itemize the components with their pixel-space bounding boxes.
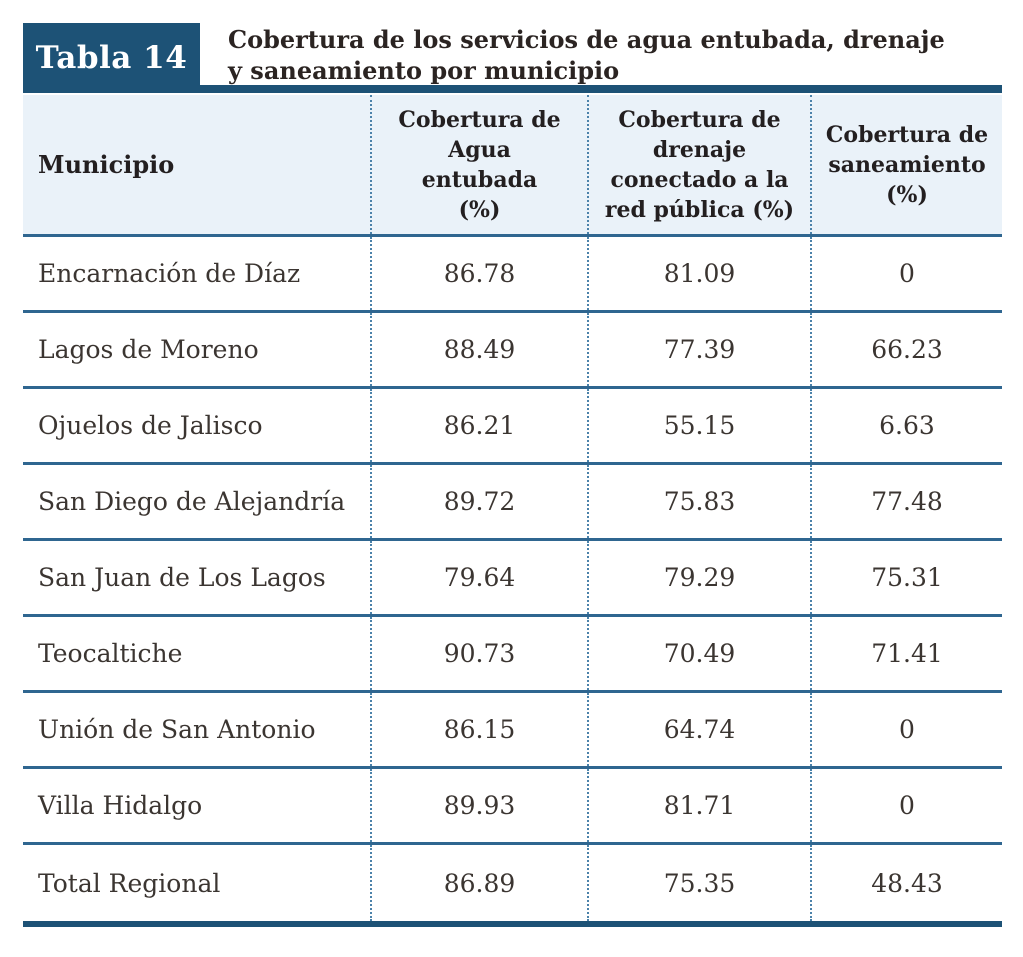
agua-cell: 86.89 <box>370 845 587 921</box>
table-row: Encarnación de Díaz 86.78 81.09 0 <box>23 237 1002 313</box>
table-row: Lagos de Moreno 88.49 77.39 66.23 <box>23 313 1002 389</box>
municipio-cell: Unión de San Antonio <box>38 715 316 744</box>
drenaje-cell: 77.39 <box>587 313 810 386</box>
table-row: Villa Hidalgo 89.93 81.71 0 <box>23 769 1002 845</box>
agua-cell: 86.78 <box>370 237 587 310</box>
saneamiento-cell: 77.48 <box>810 465 1002 538</box>
table-row: San Diego de Alejandría 89.72 75.83 77.4… <box>23 465 1002 541</box>
agua-cell: 90.73 <box>370 617 587 690</box>
saneamiento-cell: 0 <box>810 693 1002 766</box>
drenaje-cell: 81.71 <box>587 769 810 842</box>
municipio-cell: San Diego de Alejandría <box>38 487 346 516</box>
municipio-cell: Encarnación de Díaz <box>38 259 301 288</box>
municipio-cell: Villa Hidalgo <box>38 791 203 820</box>
municipio-cell: Ojuelos de Jalisco <box>38 411 263 440</box>
table-header-row: Municipio Cobertura de Agua entubada (%)… <box>23 95 1002 237</box>
table-row: Ojuelos de Jalisco 86.21 55.15 6.63 <box>23 389 1002 465</box>
table-title: Cobertura de los servicios de agua entub… <box>228 24 945 86</box>
drenaje-cell: 64.74 <box>587 693 810 766</box>
table-title-line1: Cobertura de los servicios de agua entub… <box>228 25 945 54</box>
drenaje-cell: 79.29 <box>587 541 810 614</box>
table-label-box: Tabla 14 <box>23 23 200 93</box>
agua-cell: 88.49 <box>370 313 587 386</box>
municipio-cell: Lagos de Moreno <box>38 335 259 364</box>
municipio-cell: San Juan de Los Lagos <box>38 563 326 592</box>
table-row: Teocaltiche 90.73 70.49 71.41 <box>23 617 1002 693</box>
table-title-band: Tabla 14 Cobertura de los servicios de a… <box>23 23 1002 93</box>
table-row: Unión de San Antonio 86.15 64.74 0 <box>23 693 1002 769</box>
table-bottom-bar <box>23 921 1002 927</box>
drenaje-cell: 81.09 <box>587 237 810 310</box>
drenaje-cell: 75.83 <box>587 465 810 538</box>
drenaje-cell: 55.15 <box>587 389 810 462</box>
title-underline-bar <box>23 85 1002 93</box>
saneamiento-cell: 75.31 <box>810 541 1002 614</box>
saneamiento-cell: 0 <box>810 769 1002 842</box>
drenaje-cell: 70.49 <box>587 617 810 690</box>
saneamiento-cell: 71.41 <box>810 617 1002 690</box>
column-header-municipio: Municipio <box>38 149 175 179</box>
column-header-drenaje: Cobertura de drenaje conectado a la red … <box>587 95 810 234</box>
column-header-saneamiento: Cobertura de saneamiento (%) <box>810 95 1002 234</box>
agua-cell: 79.64 <box>370 541 587 614</box>
coverage-table: Municipio Cobertura de Agua entubada (%)… <box>23 95 1002 927</box>
column-header-agua: Cobertura de Agua entubada (%) <box>370 95 587 234</box>
table-title-line2: y saneamiento por municipio <box>228 56 620 85</box>
agua-cell: 86.15 <box>370 693 587 766</box>
saneamiento-cell: 0 <box>810 237 1002 310</box>
table-row: San Juan de Los Lagos 79.64 79.29 75.31 <box>23 541 1002 617</box>
agua-cell: 89.93 <box>370 769 587 842</box>
drenaje-cell: 75.35 <box>587 845 810 921</box>
agua-cell: 89.72 <box>370 465 587 538</box>
saneamiento-cell: 66.23 <box>810 313 1002 386</box>
saneamiento-cell: 6.63 <box>810 389 1002 462</box>
municipio-cell: Teocaltiche <box>38 639 183 668</box>
agua-cell: 86.21 <box>370 389 587 462</box>
saneamiento-cell: 48.43 <box>810 845 1002 921</box>
municipio-cell: Total Regional <box>38 868 221 898</box>
table-label: Tabla 14 <box>35 40 188 76</box>
table-row-total: Total Regional 86.89 75.35 48.43 <box>23 845 1002 921</box>
